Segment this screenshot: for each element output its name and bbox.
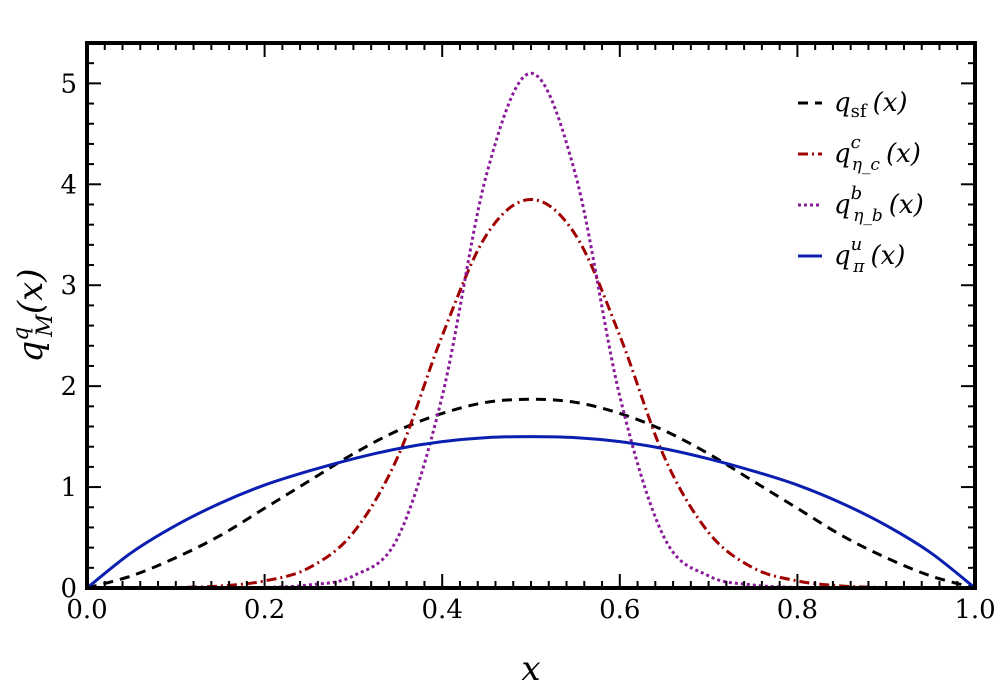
legend: qsf (x) qc η_c (x) qb η_b (x) qu π (x) (798, 88, 924, 277)
y-tick-label: 3 (60, 271, 77, 301)
x-tick-label: 0.4 (422, 595, 463, 625)
y-tick-label: 1 (60, 473, 77, 503)
tick-labels-layer: 0.0 0.2 0.4 0.6 0.8 1.0 0 1 2 3 4 5 (60, 69, 995, 625)
x-tick-label: 0.6 (599, 595, 640, 625)
y-tick-label: 4 (60, 170, 77, 200)
legend-label-sf: qsf (x) (834, 88, 908, 122)
x-tick-label: 0.0 (66, 595, 107, 625)
series-line-sf (86, 397, 976, 590)
y-axis-label-text: qqM(x) (9, 268, 58, 362)
x-tick-label: 0.2 (244, 595, 285, 625)
y-tick-label: 2 (60, 372, 77, 402)
y-tick-label: 5 (60, 69, 77, 99)
legend-label-etac: qc η_c (x) (834, 132, 921, 175)
y-tick-label: 0 (60, 574, 77, 604)
y-axis-label: qqM(x) (9, 268, 58, 362)
legend-label-etab: qb η_b (x) (834, 183, 924, 226)
series-line-pi (86, 435, 976, 590)
plot-frame (85, 41, 977, 590)
ticks-layer (86, 43, 976, 589)
x-tick-label: 1.0 (954, 595, 995, 625)
legend-label-pi: qu π (x) (834, 234, 905, 277)
series-line-etac (86, 197, 976, 590)
x-axis-label: x (521, 649, 540, 689)
x-tick-label: 0.8 (777, 595, 818, 625)
